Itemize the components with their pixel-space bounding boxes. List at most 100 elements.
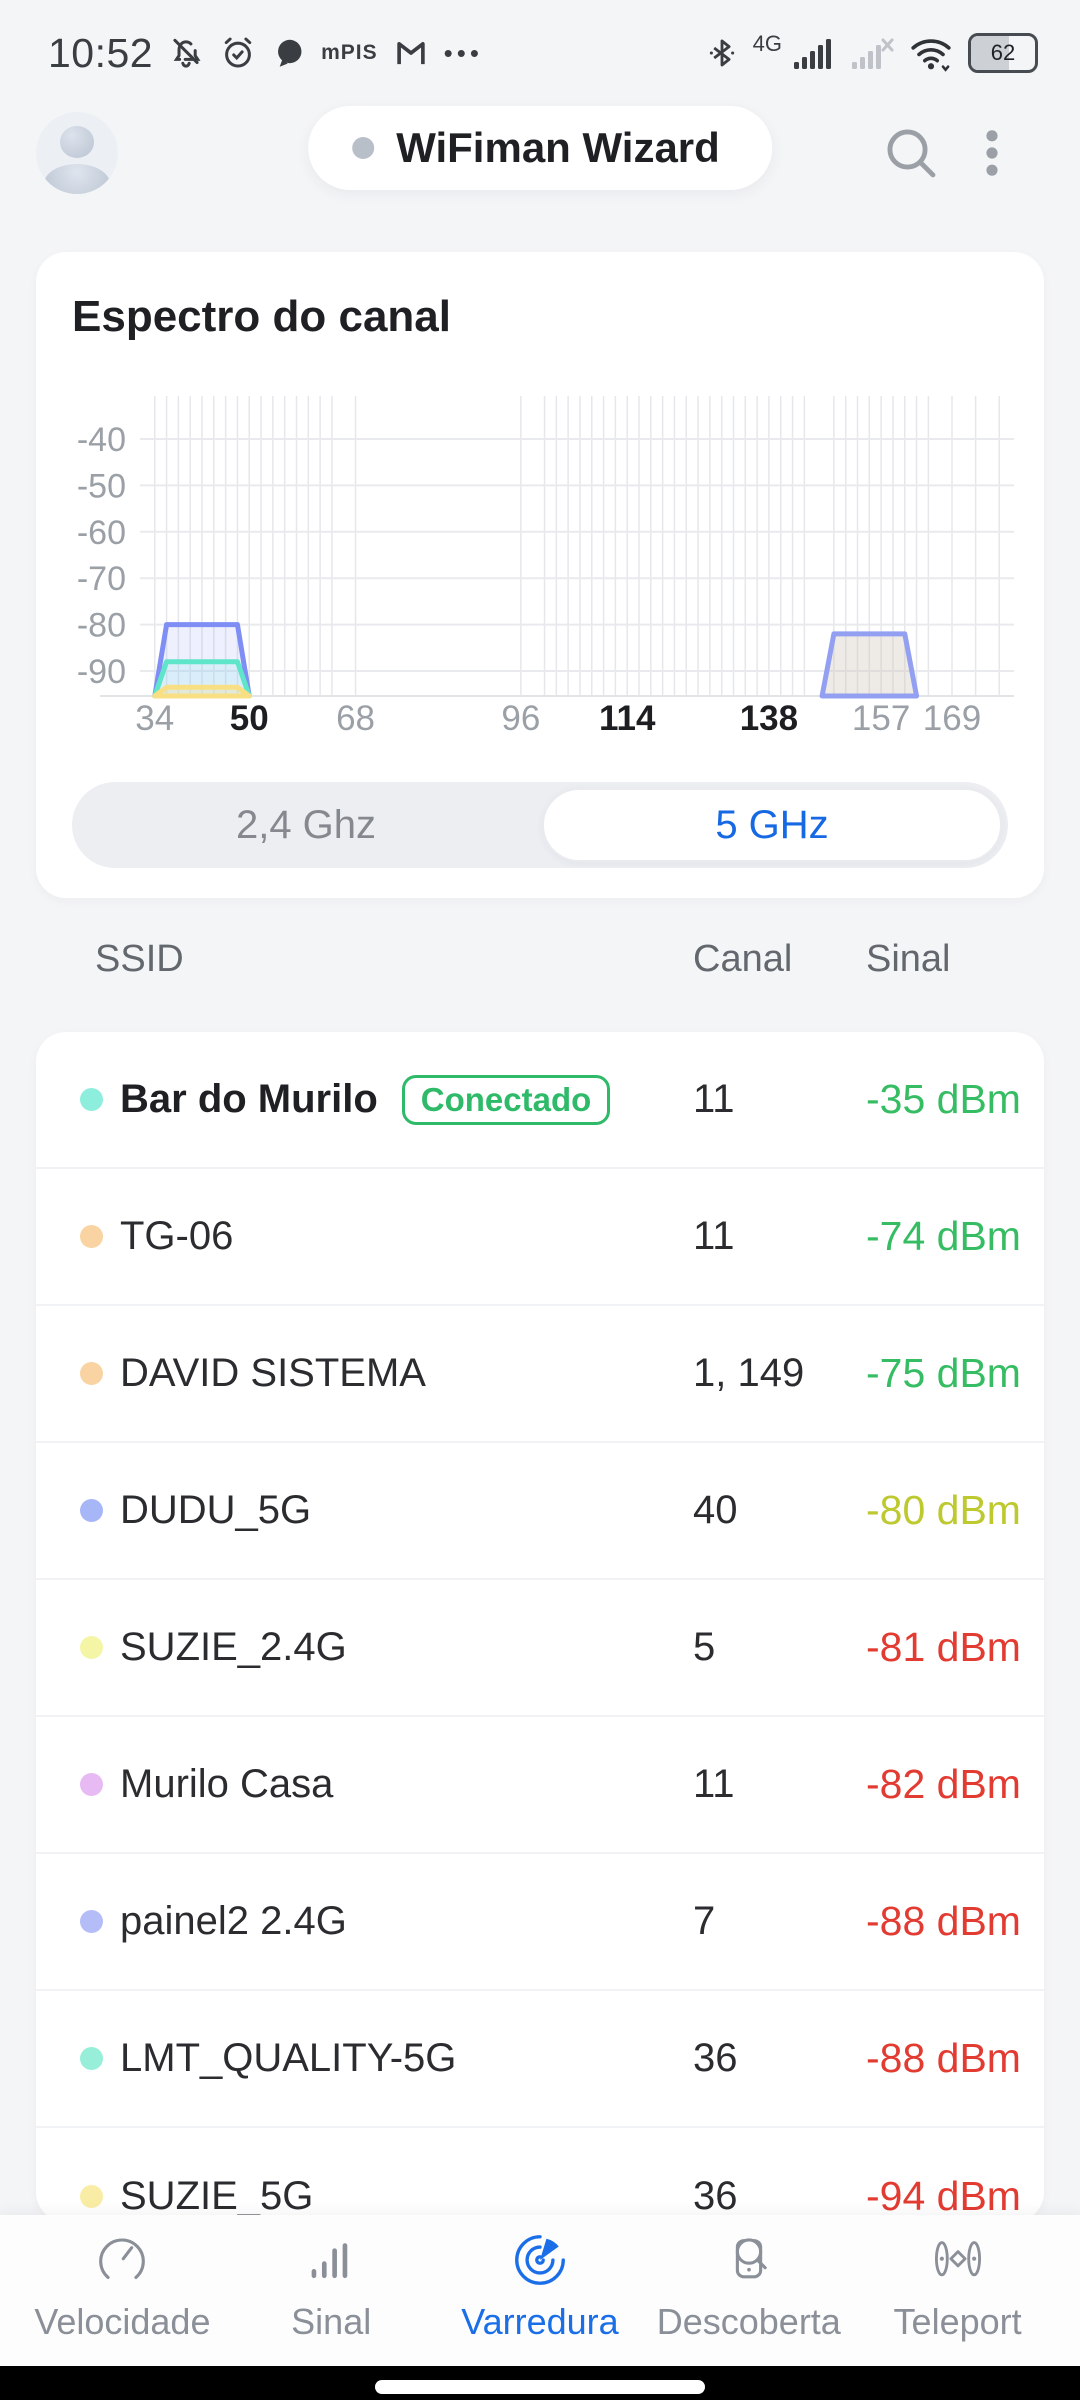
y-tick-label: -50 (77, 467, 126, 505)
ssid-label: painel2 2.4G (120, 1899, 347, 1943)
gesture-nav-bar (0, 2366, 1080, 2400)
chart-title: Espectro do canal (72, 292, 452, 341)
signal-value: -35 dBm (866, 1076, 1021, 1122)
app-title: WiFiman Wizard (396, 124, 720, 171)
nav-label: Teleport (893, 2301, 1022, 2342)
nav-item-varredura[interactable]: Varredura (436, 2229, 645, 2366)
ssid-color-dot (80, 2047, 103, 2070)
ssid-color-dot (80, 1362, 103, 1385)
clock: 10:52 (48, 29, 154, 76)
ssid-color-dot (80, 1773, 103, 1796)
col-canal: Canal (693, 938, 793, 980)
channel-value: 11 (693, 1214, 735, 1258)
col-sinal: Sinal (866, 938, 951, 980)
ssid-label: LMT_QUALITY-5G (120, 2036, 457, 2080)
bell-muted-icon (167, 34, 205, 72)
ssid-label: Bar do Murilo Conectado (120, 1074, 611, 1125)
app-title-pill[interactable]: WiFiman Wizard (308, 106, 772, 190)
band-option-5ghz[interactable]: 5 GHz (542, 788, 1002, 862)
nav-label: Descoberta (656, 2301, 841, 2342)
avatar[interactable] (36, 112, 118, 194)
nav-item-teleport[interactable]: Teleport (853, 2229, 1062, 2366)
ssid-label: DAVID SISTEMA (120, 1351, 426, 1395)
ssid-color-dot (80, 1225, 103, 1248)
home-indicator[interactable] (375, 2380, 705, 2394)
ssid-label: SUZIE_2.4G (120, 1625, 347, 1669)
channel-value: 1, 149 (693, 1351, 805, 1395)
overflow-menu-icon[interactable] (962, 120, 1022, 186)
app-header: WiFiman Wizard (0, 104, 1080, 216)
table-row[interactable]: SUZIE_5G 36 -94 dBm (36, 2128, 1044, 2222)
battery-icon: 62 (968, 33, 1038, 73)
radar-icon (507, 2229, 573, 2291)
ssid-color-dot (80, 1910, 103, 1933)
y-tick-label: -80 (77, 607, 126, 645)
channel-value: 11 (693, 1077, 735, 1121)
table-row[interactable]: Bar do Murilo Conectado 11 -35 dBm (36, 1032, 1044, 1169)
signal-value: -80 dBm (866, 1487, 1021, 1533)
bottom-nav: Velocidade Sinal Varredura Descoberta Telepo… (0, 2215, 1080, 2366)
wifi-icon (908, 33, 954, 73)
nav-item-velocidade[interactable]: Velocidade (18, 2229, 227, 2366)
channel-value: 7 (693, 1899, 716, 1943)
chat-bubble-icon (271, 35, 307, 71)
connected-badge: Conectado (401, 1074, 611, 1125)
table-row[interactable]: painel2 2.4G 7 -88 dBm (36, 1854, 1044, 1991)
nav-label: Sinal (291, 2301, 372, 2342)
table-row[interactable]: LMT_QUALITY-5G 36 -88 dBm (36, 1991, 1044, 2128)
status-bar: 10:52 mPIS (0, 0, 1080, 92)
table-row[interactable]: TG-06 11 -74 dBm (36, 1169, 1044, 1306)
x-tick-label: 138 (740, 699, 798, 738)
gmail-icon (392, 34, 430, 72)
channel-value: 5 (693, 1625, 716, 1669)
channel-value: 36 (693, 2036, 738, 2080)
band-toggle[interactable]: 2,4 Ghz 5 GHz (72, 782, 1008, 868)
nav-label: Velocidade (34, 2301, 211, 2342)
teleport-vpn-icon (925, 2229, 991, 2291)
y-tick-label: -60 (77, 514, 126, 552)
ssid-label: Murilo Casa (120, 1762, 334, 1806)
alarm-clock-icon (219, 34, 257, 72)
nav-item-sinal[interactable]: Sinal (227, 2229, 436, 2366)
table-row[interactable]: DUDU_5G 40 -80 dBm (36, 1443, 1044, 1580)
y-tick-label: -70 (77, 560, 126, 598)
x-tick-label: 169 (923, 699, 981, 738)
y-tick-label: -90 (77, 653, 126, 691)
network-spectrum-shape[interactable] (152, 684, 252, 699)
signal-bars-icon (298, 2229, 364, 2291)
band-option-2-4ghz[interactable]: 2,4 Ghz (235, 802, 377, 847)
cell-signal-secondary-off-icon (850, 34, 894, 72)
channel-value: 11 (693, 1762, 735, 1806)
x-tick-label: 68 (336, 699, 375, 738)
network-list: Bar do Murilo Conectado 11 -35 dBm TG-06 11 -7… (36, 1032, 1044, 2222)
nav-item-descoberta[interactable]: Descoberta (644, 2229, 853, 2366)
network-type-label: 4G (752, 31, 782, 56)
speedometer-icon (89, 2229, 155, 2291)
search-icon[interactable] (874, 116, 948, 190)
ssid-color-dot (80, 1088, 103, 1111)
x-tick-label: 96 (501, 699, 540, 738)
ssid-label: SUZIE_5G (120, 2174, 314, 2218)
device-scan-icon (716, 2229, 782, 2291)
more-dots-icon: ••• (443, 37, 483, 68)
table-header: SSID Canal Sinal (0, 938, 1080, 996)
signal-value: -82 dBm (866, 1761, 1021, 1807)
battery-level: 62 (990, 40, 1016, 65)
table-row[interactable]: DAVID SISTEMA 1, 149 -75 dBm (36, 1306, 1044, 1443)
signal-value: -88 dBm (866, 2035, 1021, 2081)
nav-label: Varredura (461, 2301, 619, 2342)
col-ssid: SSID (95, 938, 184, 980)
cell-signal-primary-icon (790, 34, 836, 72)
ssid-color-dot (80, 1499, 103, 1522)
channel-value: 40 (693, 1488, 738, 1532)
status-dot (352, 137, 375, 159)
network-spectrum-shape[interactable] (819, 631, 920, 699)
table-row[interactable]: SUZIE_2.4G 5 -81 dBm (36, 1580, 1044, 1717)
table-row[interactable]: Murilo Casa 11 -82 dBm (36, 1717, 1044, 1854)
x-tick-label: 34 (135, 699, 174, 738)
ssid-color-dot (80, 1636, 103, 1659)
signal-value: -88 dBm (866, 1898, 1021, 1944)
ssid-label: TG-06 (120, 1214, 234, 1258)
x-tick-label: 157 (852, 699, 910, 738)
